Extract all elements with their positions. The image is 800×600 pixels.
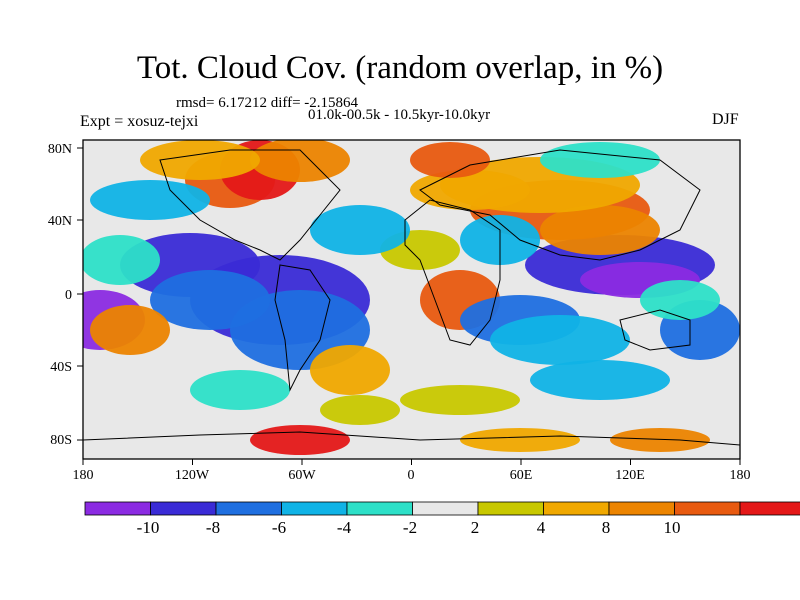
period-label: 01.0k-00.5k - 10.5kyr-10.0kyr xyxy=(308,107,491,123)
anomaly-region xyxy=(540,142,660,178)
colorbar-swatch xyxy=(84,501,151,516)
colorbar-swatch xyxy=(543,501,610,516)
colorbar-label: -2 xyxy=(402,518,418,537)
lon-label-180w: 180 xyxy=(72,468,94,483)
coastline xyxy=(159,149,341,261)
colorbar-swatch xyxy=(215,501,282,516)
anomaly-region xyxy=(400,385,520,415)
season-label: DJF xyxy=(712,111,739,128)
colorbar-swatch xyxy=(608,501,675,516)
colorbar-swatch xyxy=(412,501,479,516)
colorbar-swatch xyxy=(674,501,741,516)
colorbar-label: -6 xyxy=(271,518,287,537)
colorbar-label: -4 xyxy=(336,518,352,537)
colorbar-label: -10 xyxy=(136,518,160,537)
colorbar-swatch xyxy=(281,501,348,516)
anomaly-region xyxy=(530,360,670,400)
colorbar-label: 2 xyxy=(470,518,480,537)
coastline xyxy=(619,309,691,351)
anomaly-region xyxy=(410,170,530,210)
lon-label-60w: 60W xyxy=(288,468,316,483)
anomaly-region xyxy=(640,280,720,320)
lon-label-120w: 120W xyxy=(174,468,210,483)
colorbar xyxy=(84,501,800,516)
anomaly-region xyxy=(310,345,390,395)
coastline xyxy=(83,431,740,446)
colorbar-swatch xyxy=(477,501,544,516)
lon-label-0: 0 xyxy=(407,468,415,483)
anomaly-region xyxy=(90,180,210,220)
anomaly-region xyxy=(190,370,290,410)
coastline xyxy=(274,264,331,392)
anomaly-region xyxy=(150,270,270,330)
lat-label-80n: 80N xyxy=(47,142,72,157)
colorbar-label: 4 xyxy=(536,518,546,537)
colorbar-swatch xyxy=(346,501,413,516)
figure-title: Tot. Cloud Cov. (random overlap, in %) xyxy=(136,50,664,86)
colorbar-label: 8 xyxy=(601,518,611,537)
anomaly-region xyxy=(90,305,170,355)
lon-label-180e: 180 xyxy=(729,468,751,483)
colorbar-label: -8 xyxy=(205,518,221,537)
anomaly-region xyxy=(490,315,630,365)
anomaly-region xyxy=(140,140,260,180)
lat-label-40s: 40S xyxy=(50,360,72,375)
colorbar-label: 10 xyxy=(663,518,681,537)
lon-label-120e: 120E xyxy=(615,468,645,483)
colorbar-swatch xyxy=(739,501,800,516)
lat-label-eq: 0 xyxy=(65,288,72,303)
lon-label-60e: 60E xyxy=(509,468,533,483)
anomaly-region xyxy=(610,428,710,452)
rmsd-diff-label: rmsd= 6.17212 diff= -2.15864 xyxy=(176,95,359,111)
coastline xyxy=(419,149,701,261)
axis-ticks xyxy=(77,147,741,465)
lat-label-40n: 40N xyxy=(47,214,72,229)
anomaly-region xyxy=(83,235,160,285)
lat-label-80s: 80S xyxy=(50,433,72,448)
experiment-label: Expt = xosuz-tejxi xyxy=(80,113,199,130)
colorbar-swatch xyxy=(150,501,217,516)
anomaly-field xyxy=(83,140,740,455)
anomaly-region xyxy=(460,428,580,452)
coastline xyxy=(404,199,501,346)
anomaly-region xyxy=(410,142,490,178)
coastlines xyxy=(83,149,740,446)
anomaly-region xyxy=(250,425,350,455)
anomaly-region xyxy=(320,395,400,425)
anomaly-region xyxy=(540,205,660,255)
anomaly-region xyxy=(250,140,350,182)
anomaly-region xyxy=(310,205,410,255)
